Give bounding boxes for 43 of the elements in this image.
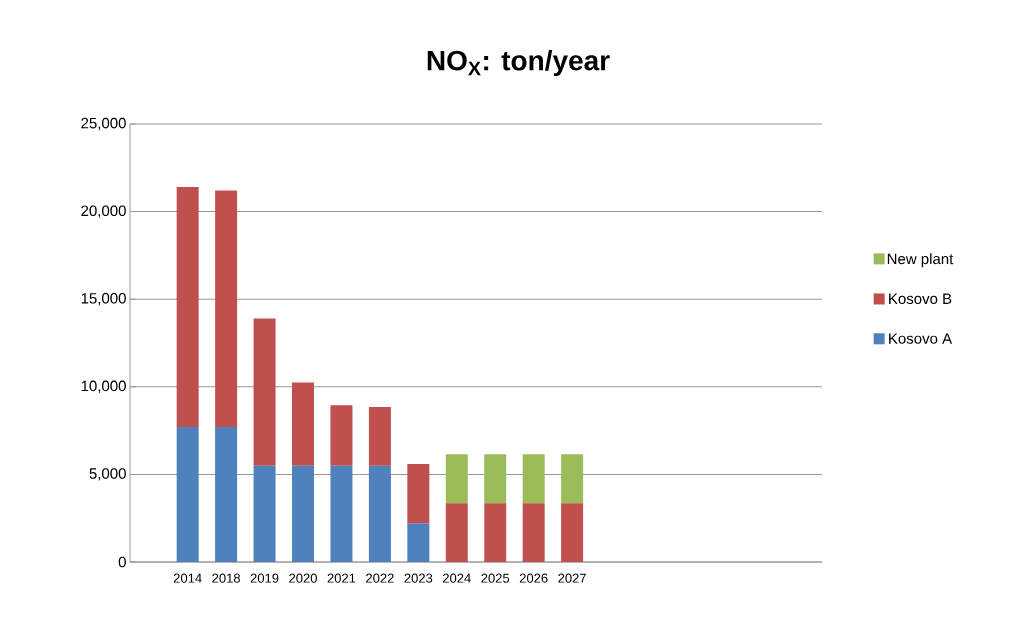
bar: [407, 463, 430, 524]
x-tick-label: 2025: [481, 573, 510, 583]
bar: [292, 465, 315, 562]
x-tick-label: 2014: [173, 573, 202, 583]
bar: [253, 465, 276, 562]
x-tick-label: 2018: [212, 573, 240, 583]
bar: [522, 503, 545, 562]
legend-label: New plant: [887, 253, 954, 268]
x-tick-label: 2021: [327, 573, 356, 583]
bar: [484, 454, 507, 504]
bar: [368, 406, 391, 466]
bar: [253, 318, 276, 466]
x-tick-label: 2026: [519, 573, 548, 583]
x-tick-label: 2019: [250, 573, 279, 583]
legend-label: Kosovo B: [889, 293, 952, 305]
x-tick-label: 2027: [558, 573, 586, 583]
y-tick-label: 10,000: [81, 380, 126, 393]
x-tick-label: 2022: [366, 573, 394, 583]
bar: [176, 427, 199, 562]
bar: [522, 454, 545, 504]
x-tick-label: 2020: [289, 573, 317, 583]
y-tick-label: 20,000: [81, 205, 126, 218]
bar: [330, 405, 353, 466]
y-tick-label: 0: [118, 556, 126, 568]
bar: [561, 454, 584, 504]
bar: [215, 190, 238, 428]
bar: [215, 427, 238, 562]
x-tick-label: 2023: [404, 573, 433, 583]
chart-title: NO$_{X}$: ton/year: [427, 49, 610, 77]
bar: [368, 465, 391, 562]
bar: [176, 187, 199, 428]
bar: [330, 465, 353, 562]
y-tick-label: 25,000: [81, 117, 126, 131]
bar: [407, 523, 430, 562]
x-tick-label: 2024: [442, 573, 471, 583]
legend-label: Kosovo A: [889, 333, 953, 344]
y-tick-label: 5,000: [89, 468, 126, 481]
y-tick-label: 15,000: [81, 293, 126, 306]
bar: [445, 454, 468, 504]
bar: [445, 503, 468, 562]
bar: [484, 503, 507, 562]
bar: [561, 503, 584, 562]
bar: [292, 382, 315, 466]
